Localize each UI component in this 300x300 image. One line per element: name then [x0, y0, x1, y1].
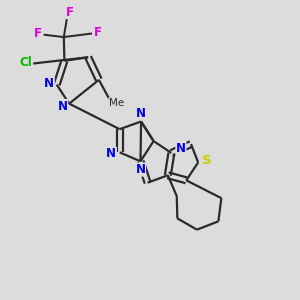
Text: N: N — [176, 142, 186, 155]
Text: Me: Me — [109, 98, 124, 108]
Text: S: S — [202, 154, 211, 167]
Text: F: F — [34, 27, 42, 40]
Text: N: N — [44, 76, 54, 90]
Text: F: F — [94, 26, 102, 38]
Text: Cl: Cl — [20, 56, 32, 68]
Text: N: N — [136, 163, 146, 176]
Text: N: N — [106, 147, 116, 161]
Text: F: F — [66, 6, 74, 19]
Text: N: N — [136, 106, 146, 120]
Text: N: N — [58, 100, 68, 112]
